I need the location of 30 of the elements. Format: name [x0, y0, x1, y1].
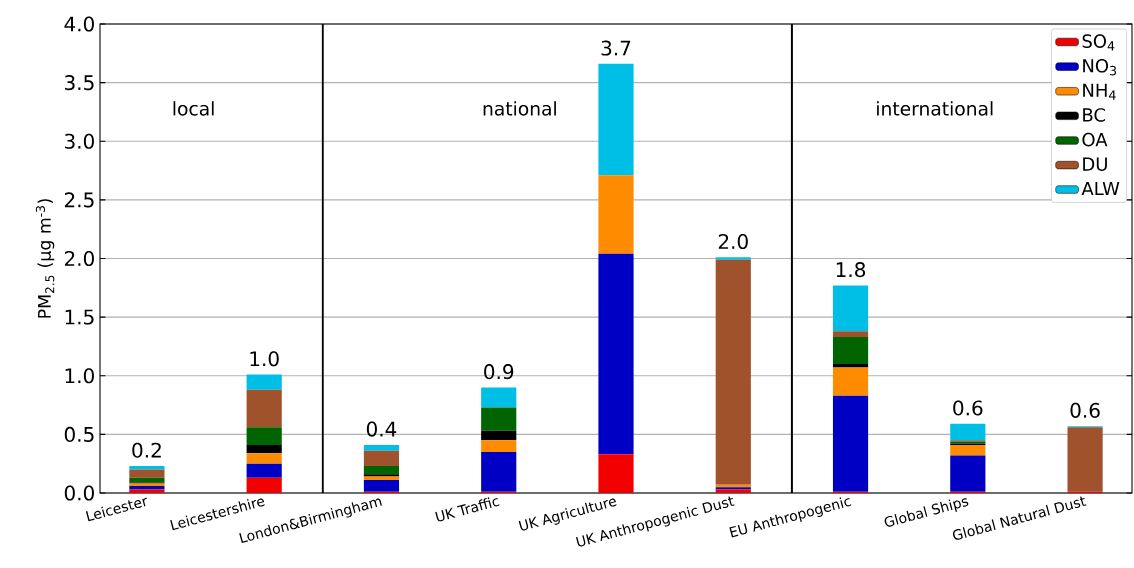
total-label: 0.6: [1070, 402, 1100, 418]
y-tick-label: 2.5: [64, 192, 94, 208]
y-tick-label: 4.0: [64, 16, 94, 32]
total-label: 0.9: [484, 364, 514, 380]
total-label: 3.7: [601, 40, 631, 56]
legend-label: NO$_{3}$: [1083, 58, 1117, 76]
legend-label: NH$_{4}$: [1083, 83, 1116, 100]
total-label: 1.0: [250, 351, 279, 367]
y-tick-label: 3.0: [65, 133, 94, 149]
legend-label: ALW: [1081, 181, 1120, 196]
legend-label: DU: [1083, 157, 1107, 171]
annotation: international: [877, 101, 993, 116]
x-tick-label: Global Ships: [884, 498, 969, 527]
annotation: national: [483, 101, 556, 116]
y-axis-title: PM$_{2.5}$ (μg m$^{-3}$): [35, 199, 55, 318]
y-tick-label: 2.0: [64, 250, 94, 267]
y-tick-label: 1.5: [65, 309, 94, 325]
legend-label: OA: [1082, 132, 1108, 147]
legend-label: BC: [1083, 108, 1106, 122]
y-tick-label: 0.5: [64, 426, 94, 442]
annotation: local: [173, 101, 214, 116]
total-label: 1.8: [836, 262, 866, 278]
total-label: 0.6: [953, 400, 983, 416]
total-label: 0.2: [132, 442, 161, 458]
y-tick-label: 1.0: [65, 368, 94, 384]
x-tick-label: UK Traffic: [435, 497, 500, 522]
total-label: 2.0: [718, 233, 748, 250]
total-label: 0.4: [366, 421, 397, 437]
legend-label: SO$_{4}$: [1082, 34, 1115, 51]
y-tick-label: 3.5: [65, 75, 94, 91]
